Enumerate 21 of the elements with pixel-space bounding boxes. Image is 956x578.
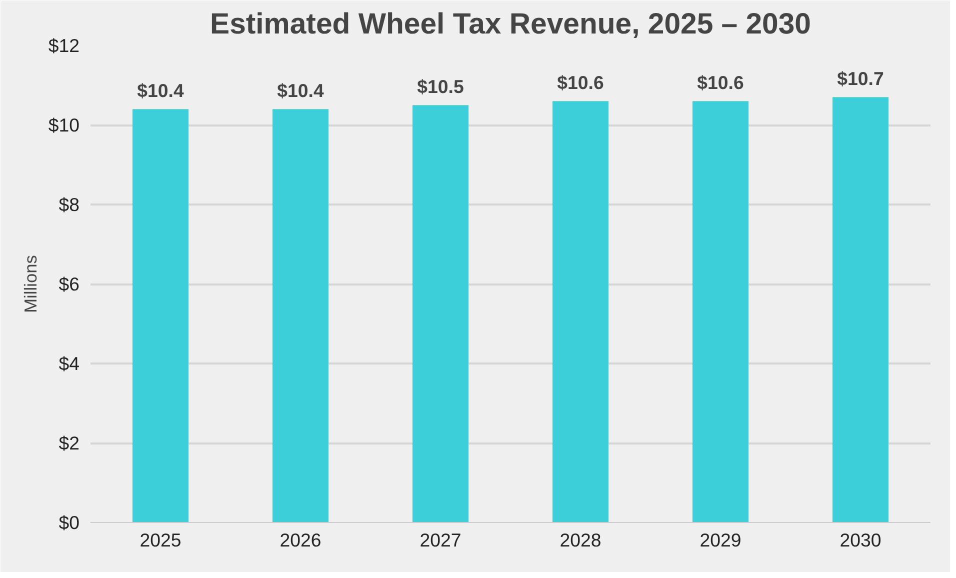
y-tick-label: $12 — [48, 35, 80, 56]
data-label: $10.4 — [277, 80, 324, 102]
x-tick-label: 2028 — [560, 530, 602, 550]
x-tick-label: 2026 — [280, 530, 322, 550]
x-tick-label: 2027 — [420, 530, 462, 550]
y-tick-label: $4 — [58, 353, 80, 374]
data-label: $10.5 — [417, 76, 464, 98]
x-tick-label: 2030 — [840, 530, 882, 550]
y-tick-label: $8 — [58, 194, 80, 215]
data-label: $10.6 — [557, 72, 604, 94]
y-tick-label: $2 — [58, 432, 80, 454]
y-axis-title: Millions — [20, 254, 40, 313]
y-tick-label: $10 — [48, 114, 80, 136]
x-tick-label: 2029 — [700, 530, 742, 550]
x-tick-label: 2025 — [140, 530, 182, 550]
data-label: $10.4 — [137, 80, 184, 102]
y-tick-label: $0 — [58, 512, 80, 533]
data-label: $10.7 — [837, 68, 884, 90]
chart-title: Estimated Wheel Tax Revenue, 2025 – 2030 — [210, 8, 811, 40]
data-label: $10.6 — [697, 72, 744, 94]
y-tick-label: $6 — [58, 274, 80, 294]
